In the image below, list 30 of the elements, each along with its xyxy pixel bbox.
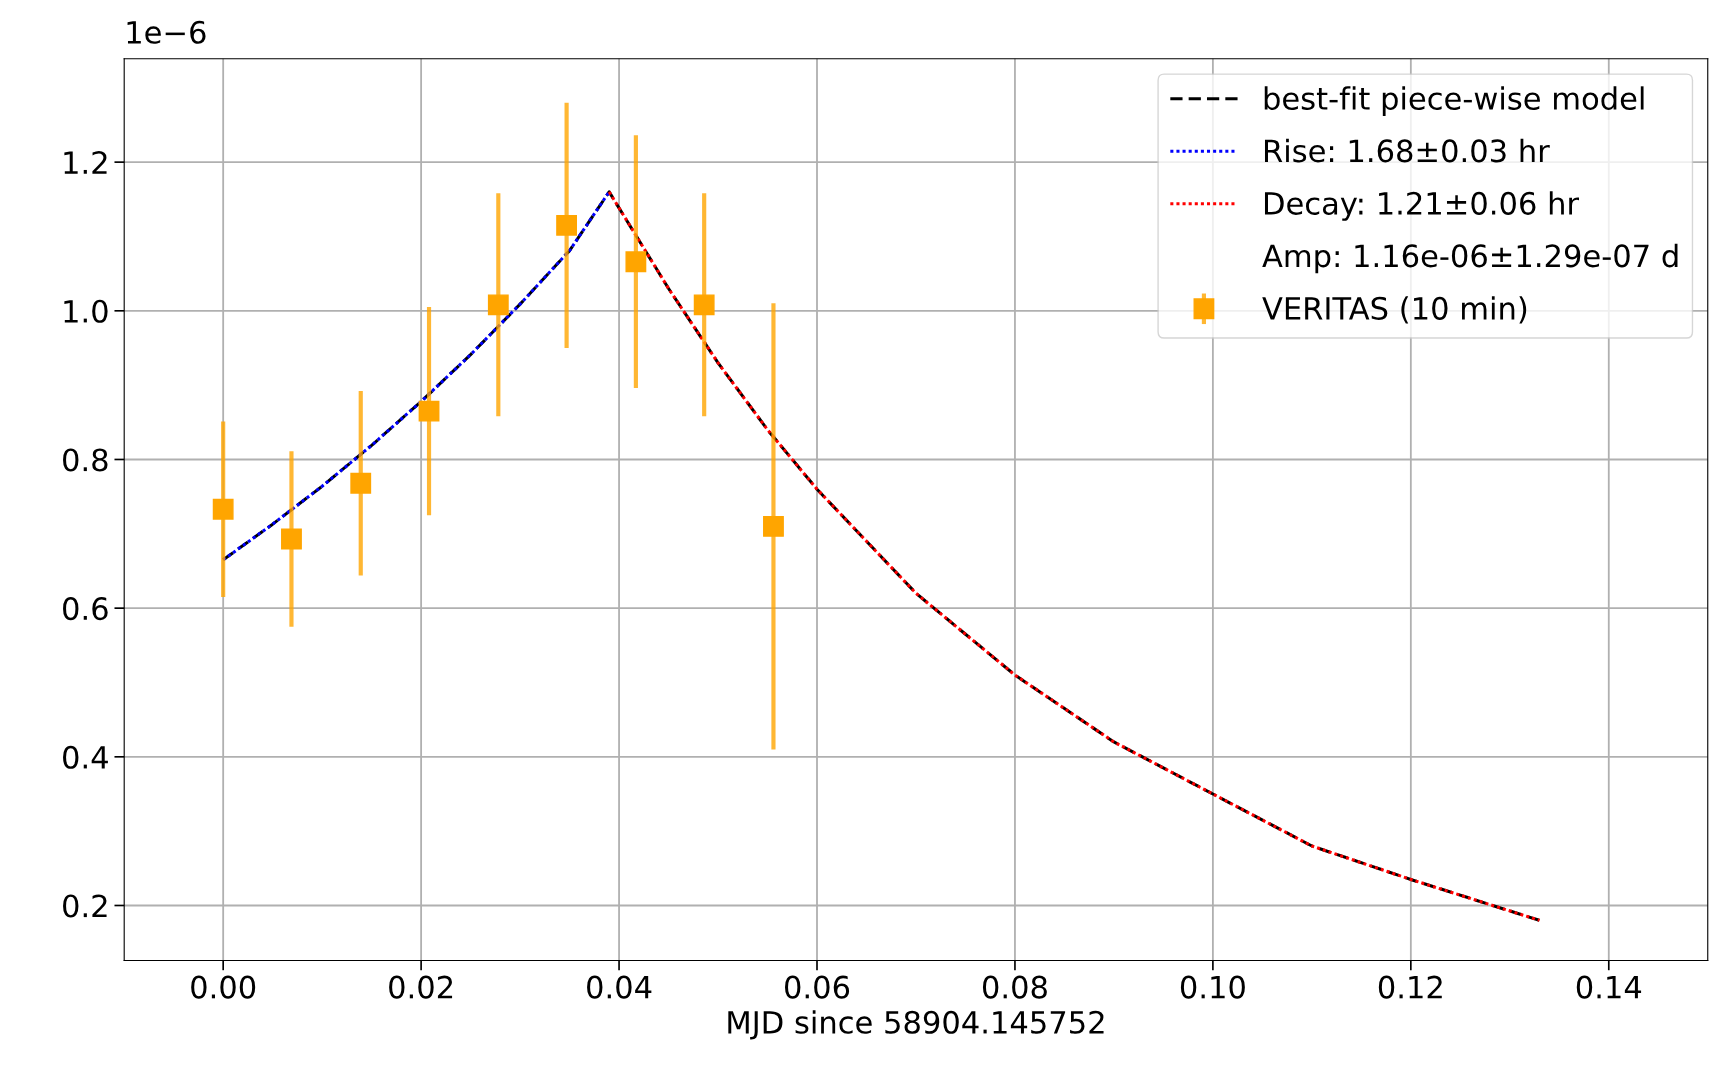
point [281,528,302,550]
legend-label: Decay: 1.21±0.06 hr [1264,191,1580,221]
legend-label: VERITAS (10 min) [1262,296,1527,324]
y-tick-label: 0.4 [63,745,108,769]
text: 1e−6 [127,20,206,44]
x-tick-label: 0.10 [1180,975,1245,999]
y-tick-label: 1.0 [64,299,108,323]
x-tick-label: 0.02 [389,975,453,999]
point [418,400,440,422]
point [350,472,372,494]
x-tick-label: 0.04 [587,975,652,999]
x-tick-label: 0.00 [191,975,256,999]
y-tick-label: 0.6 [63,597,108,621]
x-tick-label: 0.14 [1576,975,1642,999]
point [625,251,647,273]
x-tick-label: 0.06 [785,975,850,999]
point [763,515,784,537]
legend-label: best-fit piece-wise model [1264,86,1644,116]
x-tick-label: 0.08 [982,975,1047,999]
point [556,214,578,236]
text: Amp: 1.16e-06±1.29e-07 d [1262,243,1678,274]
y-tick-label: 0.8 [63,448,108,472]
point [693,294,715,316]
y-tick-label: 1.2 [64,151,107,174]
point [487,294,509,316]
x-tick-label: 0.12 [1378,975,1442,999]
x-axis-title: MJD since 58904.145752 [728,1010,1104,1040]
point [212,498,234,520]
legend-label: Rise: 1.68±0.03 hr [1264,138,1550,163]
y-tick-label: 0.2 [63,894,107,918]
